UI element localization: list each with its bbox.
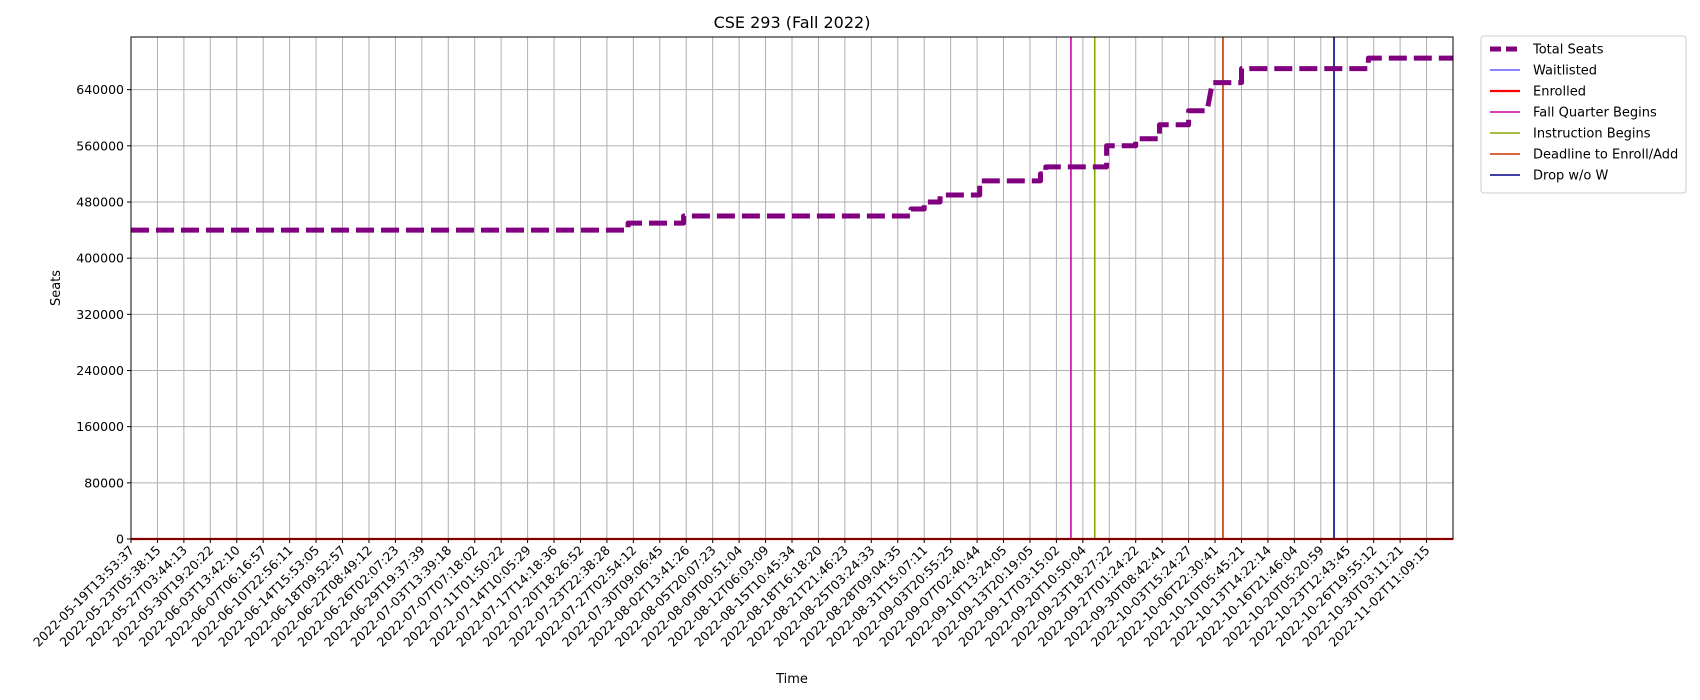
legend-label: Drop w/o W [1533,169,1609,184]
y-axis-label: Seats [49,270,64,306]
event-lines [1070,37,1335,539]
x-axis-ticks: 2022-05-19T13:53:372022-05-23T05:38:1520… [30,539,1433,650]
y-tick-label: 0 [116,532,124,547]
y-tick-label: 320000 [76,307,124,322]
y-tick-label: 400000 [76,251,124,266]
y-tick-label: 240000 [76,363,124,378]
y-tick-label: 640000 [76,82,124,97]
legend-label: Deadline to Enroll/Add [1533,148,1678,163]
legend-label: Total Seats [1532,43,1604,58]
legend-label: Instruction Begins [1533,127,1651,142]
y-tick-label: 560000 [76,138,124,153]
legend-box [1480,35,1687,194]
legend-label: Waitlisted [1533,64,1597,79]
y-tick-label: 160000 [76,419,124,434]
y-tick-label: 80000 [84,475,124,490]
legend-label: Fall Quarter Begins [1533,106,1657,121]
x-axis-label: Time [775,672,808,687]
y-tick-label: 480000 [76,194,124,209]
chart-title: CSE 293 (Fall 2022) [714,13,871,32]
y-axis-ticks: 0 80000 160000 240000 320000 400000 480000 5600… [76,82,131,547]
grid-layer [130,37,1453,540]
legend-label: Enrolled [1533,85,1586,100]
legend: Total Seats Waitlisted Enrolled Fall Quarte… [1480,35,1687,194]
